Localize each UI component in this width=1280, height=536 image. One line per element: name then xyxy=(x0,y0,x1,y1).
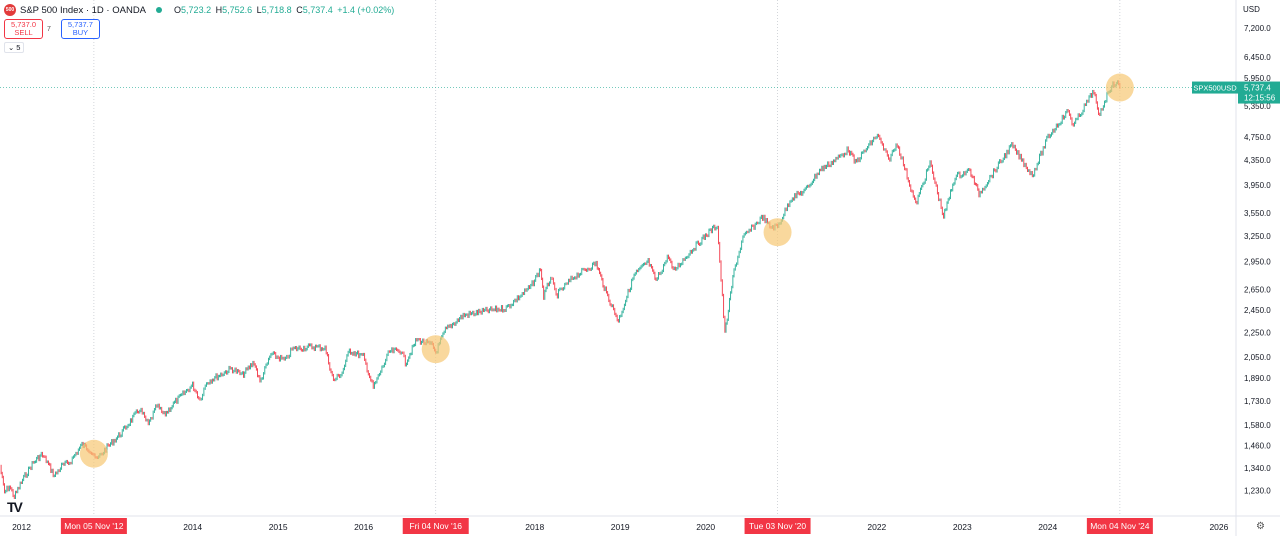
close-value: 5,737.4 xyxy=(302,5,333,15)
time-tick-label: 2024 xyxy=(1038,522,1057,532)
time-tick-label: 2018 xyxy=(525,522,544,532)
last-price-label: 5,737.4 xyxy=(1244,84,1271,93)
sp500-logo-icon: 500 xyxy=(4,4,16,16)
symbol-legend: 500 S&P 500 Index · 1D · OANDA O5,723.2 … xyxy=(4,3,396,17)
price-tick-label: 3,250.0 xyxy=(1244,232,1271,241)
trade-buttons: 5,737.0 SELL 7 5,737.7 BUY xyxy=(4,19,100,39)
election-highlight-circle xyxy=(421,335,450,364)
tradingview-logo-icon[interactable]: TV xyxy=(7,499,23,515)
date-tag-label: Fri 04 Nov '16 xyxy=(409,521,462,531)
price-tick-label: 2,450.0 xyxy=(1244,306,1271,315)
time-tick-label: 2019 xyxy=(611,522,630,532)
symbol-title[interactable]: S&P 500 Index · 1D · OANDA xyxy=(20,4,147,16)
price-tick-label: 4,750.0 xyxy=(1244,133,1271,142)
spread-value: 7 xyxy=(47,25,51,33)
price-tick-label: 2,950.0 xyxy=(1244,258,1271,267)
sell-button[interactable]: 5,737.0 SELL xyxy=(4,19,43,39)
price-tick-label: 1,230.0 xyxy=(1244,486,1271,495)
price-tick-label: 3,550.0 xyxy=(1244,209,1271,218)
date-tag xyxy=(744,518,811,534)
price-tick-label: 1,580.0 xyxy=(1244,421,1271,430)
high-value: 5,752.6 xyxy=(222,5,253,15)
price-tick-label: 5,350.0 xyxy=(1244,102,1271,111)
time-tick-label: 2022 xyxy=(867,522,886,532)
date-tag-label: Mon 05 Nov '12 xyxy=(64,521,124,531)
date-tag xyxy=(60,518,127,534)
date-tag-label: Mon 04 Nov '24 xyxy=(1090,521,1150,531)
price-tick-label: 1,340.0 xyxy=(1244,464,1271,473)
election-highlight-circle xyxy=(1105,73,1134,102)
last-price-tag xyxy=(1238,81,1280,104)
time-tick-label: 2020 xyxy=(696,522,715,532)
time-tick-label: 2016 xyxy=(354,522,373,532)
time-tick-label: 2014 xyxy=(183,522,202,532)
market-status-dot xyxy=(156,7,163,13)
change-value: +1.4 (+0.02%) xyxy=(337,5,395,15)
open-value: 5,723.2 xyxy=(181,5,212,15)
buy-button[interactable]: 5,737.7 BUY xyxy=(60,19,100,39)
ohlc-values: O5,723.2 H5,752.6 L5,718.8 C5,737.4 +1.4… xyxy=(174,5,395,15)
time-tick-label: 2015 xyxy=(269,522,288,532)
price-tick-label: 1,460.0 xyxy=(1244,442,1271,451)
election-highlight-circle xyxy=(763,218,792,247)
date-tag-label: Tue 03 Nov '20 xyxy=(749,521,806,531)
date-tag xyxy=(402,518,469,534)
price-tick-label: 2,050.0 xyxy=(1244,353,1271,362)
currency-label[interactable]: USD xyxy=(1243,5,1260,14)
symbol-tag xyxy=(1192,81,1238,94)
election-highlight-circle xyxy=(79,439,108,468)
time-tick-label: 2023 xyxy=(953,522,972,532)
price-tick-label: 1,890.0 xyxy=(1244,374,1271,383)
low-value: 5,718.8 xyxy=(261,5,292,15)
time-tick-label: 2026 xyxy=(1209,522,1228,532)
countdown-label: 12:15:56 xyxy=(1244,94,1276,103)
chevron-down-icon: ⌄ xyxy=(8,43,15,52)
price-tick-label: 5,950.0 xyxy=(1244,74,1271,83)
price-tick-label: 6,450.0 xyxy=(1244,53,1271,62)
price-tick-label: 7,200.0 xyxy=(1244,24,1271,33)
symbol-tag-label: SPX500USD xyxy=(1193,84,1237,93)
date-tag xyxy=(1086,518,1153,534)
price-tick-label: 1,730.0 xyxy=(1244,397,1271,406)
indicators-collapse-button[interactable]: ⌄ 5 xyxy=(4,42,25,53)
gear-icon[interactable]: ⚙ xyxy=(1256,521,1265,532)
price-tick-label: 4,350.0 xyxy=(1244,156,1271,165)
price-tick-label: 2,250.0 xyxy=(1244,328,1271,337)
time-tick-label: 2012 xyxy=(12,522,31,532)
price-tick-label: 3,950.0 xyxy=(1244,181,1271,190)
price-tick-label: 2,650.0 xyxy=(1244,286,1271,295)
